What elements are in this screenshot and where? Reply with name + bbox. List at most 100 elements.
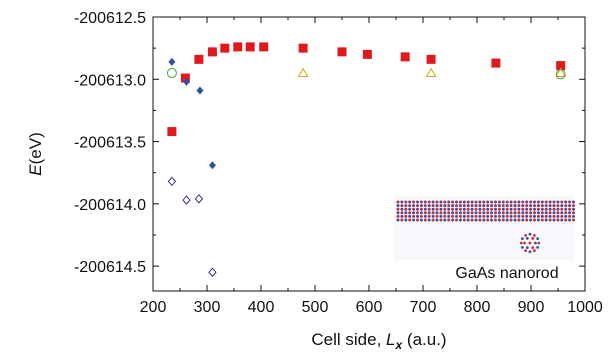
nanorod-atom xyxy=(412,204,416,208)
y-tick-label: -200612.5 xyxy=(74,10,146,27)
nanorod-atom xyxy=(419,214,423,218)
nanorod-atom xyxy=(400,204,404,208)
nanorod-atom xyxy=(470,218,474,222)
x-tick-label: 800 xyxy=(464,299,491,316)
nanorod-atom xyxy=(564,200,568,204)
nanorod-atom xyxy=(536,207,540,211)
nanorod-atom xyxy=(556,218,560,222)
nanorod-atom xyxy=(525,246,529,250)
nanorod-atom xyxy=(439,218,443,222)
nanorod-atom xyxy=(443,214,447,218)
nanorod-atom xyxy=(540,207,544,211)
nanorod-atom xyxy=(408,214,412,218)
data-point-open-diamond xyxy=(194,194,204,204)
nanorod-atom xyxy=(462,204,466,208)
nanorod-atom xyxy=(400,207,404,211)
nanorod-atom xyxy=(505,204,509,208)
nanorod-atom xyxy=(533,218,536,222)
nanorod-atom xyxy=(497,214,501,218)
nanorod-atom xyxy=(501,200,505,204)
nanorod-atom xyxy=(517,211,521,215)
data-point-open-circle xyxy=(166,68,177,79)
y-axis-label: E(eV) xyxy=(26,132,45,175)
nanorod-atom xyxy=(427,214,431,218)
x-axis-label-symbol: L xyxy=(386,330,395,349)
nanorod-atom xyxy=(544,207,548,211)
nanorod-atom xyxy=(451,211,455,215)
y-tick-label: -200614.0 xyxy=(74,197,146,214)
nanorod-atom xyxy=(519,241,523,245)
nanorod-atom xyxy=(560,204,564,208)
nanorod-atom xyxy=(528,241,532,245)
nanorod-atom xyxy=(520,237,524,241)
nanorod-cross-section xyxy=(519,232,541,254)
nanorod-atom xyxy=(523,241,526,245)
nanorod-atom xyxy=(416,200,419,204)
nanorod-atom xyxy=(439,204,443,208)
nanorod-atom xyxy=(521,204,525,208)
data-point-square xyxy=(194,54,204,64)
nanorod-atom xyxy=(540,211,544,215)
nanorod-atom xyxy=(431,211,435,215)
x-tick-label: 400 xyxy=(248,299,275,316)
nanorod-atom xyxy=(536,200,540,204)
nanorod-atom xyxy=(443,200,447,204)
nanorod-atom xyxy=(556,207,560,211)
nanorod-atom xyxy=(462,200,466,204)
nanorod-atom xyxy=(451,218,455,222)
nanorod-atom xyxy=(474,207,478,211)
nanorod-atom xyxy=(548,214,552,218)
nanorod-atom xyxy=(564,207,568,211)
nanorod-atom xyxy=(494,204,497,208)
nanorod-atom xyxy=(470,211,474,215)
nanorod-atom xyxy=(439,211,443,215)
nanorod-atom xyxy=(564,204,568,208)
nanorod-atom xyxy=(494,218,497,222)
nanorod-atom xyxy=(458,207,462,211)
nanorod-atom xyxy=(513,211,517,215)
x-axis-label-subscript: x xyxy=(395,338,404,352)
nanorod-atom xyxy=(544,214,548,218)
nanorod-atom xyxy=(435,218,439,222)
nanorod-atom xyxy=(505,218,509,222)
nanorod-atom xyxy=(466,211,470,215)
data-point-square xyxy=(180,73,190,83)
nanorod-atom xyxy=(513,204,517,208)
nanorod-atom xyxy=(552,204,556,208)
nanorod-atom xyxy=(552,200,556,204)
nanorod-atom xyxy=(412,214,416,218)
nanorod-atom xyxy=(572,211,575,215)
nanorod-atom xyxy=(490,204,494,208)
nanorod-atom xyxy=(486,214,490,218)
nanorod-atom xyxy=(564,214,568,218)
nanorod-atom xyxy=(412,207,416,211)
nanorod-atom xyxy=(572,207,575,211)
nanorod-atom xyxy=(427,204,431,208)
data-point-open-triangle xyxy=(425,67,437,78)
nanorod-atom xyxy=(482,211,486,215)
nanorod-atom xyxy=(568,211,572,215)
nanorod-atom xyxy=(525,214,529,218)
nanorod-atom xyxy=(552,218,556,222)
nanorod-atom xyxy=(552,214,556,218)
x-axis-label: Cell side, Lx (a.u.) xyxy=(311,330,446,352)
nanorod-atom xyxy=(462,214,466,218)
nanorod-atom xyxy=(572,204,575,208)
nanorod-atom xyxy=(497,218,501,222)
nanorod-atom xyxy=(494,200,497,204)
nanorod-atom xyxy=(404,214,408,218)
nanorod-atom xyxy=(540,200,544,204)
nanorod-atom xyxy=(416,218,419,222)
nanorod-atom xyxy=(427,211,431,215)
nanorod-atom xyxy=(408,207,412,211)
nanorod-atom xyxy=(536,218,540,222)
nanorod-atom xyxy=(482,214,486,218)
nanorod-atom xyxy=(486,204,490,208)
nanorod-atom xyxy=(501,218,505,222)
nanorod-atom xyxy=(462,218,466,222)
nanorod-atom xyxy=(466,200,470,204)
nanorod-atom xyxy=(431,200,435,204)
nanorod-atom xyxy=(419,218,423,222)
nanorod-atom xyxy=(513,214,517,218)
